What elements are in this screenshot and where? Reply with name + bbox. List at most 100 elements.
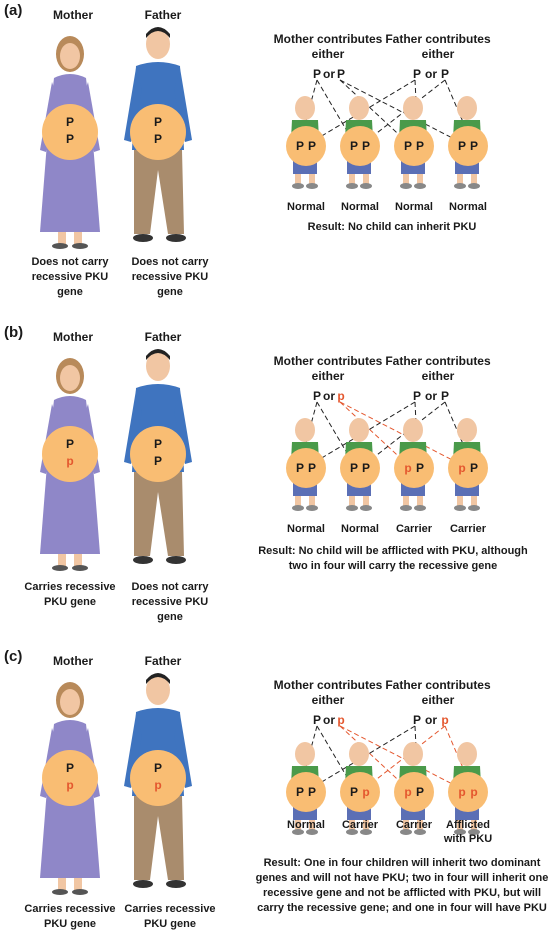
mother-allele-1: P [313, 713, 321, 727]
child-1-gene-1: P [296, 139, 304, 153]
child-2-gene-2: p [362, 785, 369, 799]
father-gene-1: P [154, 115, 162, 129]
mother-gene-circle [42, 104, 98, 160]
mother-description: Carries recessive PKU gene [24, 903, 116, 930]
mother-contributes-label: Mother contributes either [273, 678, 383, 707]
child-4-gene-1: P [458, 139, 466, 153]
mother-allele-or: or [323, 389, 335, 403]
child-2-gene-1: P [350, 139, 358, 153]
result-text: Result: No child will be afflicted with … [258, 545, 528, 572]
mother-contributes-label: Mother contributes either [273, 354, 383, 383]
child-3-gene-2: P [416, 139, 424, 153]
panel-label: (b) [4, 324, 24, 341]
inheritance-lines [299, 79, 473, 144]
panel-label: (c) [4, 648, 23, 665]
father-figure [124, 27, 192, 242]
child-gene-circle-3 [394, 126, 434, 166]
child-gene-circle-4 [448, 772, 488, 812]
child-1-label: Normal [287, 523, 325, 535]
mother-description: Does not carry recessive PKU gene [31, 256, 109, 298]
child-3-label: Normal [395, 201, 433, 213]
father-title: Father [144, 8, 182, 22]
child-gene-circle-3 [394, 772, 434, 812]
mother-allele-or: or [323, 67, 335, 81]
father-gene-1: P [154, 437, 162, 451]
panel-label: (a) [4, 2, 23, 19]
panel-c: (c) Mother Father [0, 646, 559, 940]
child-gene-circle-2 [340, 772, 380, 812]
child-3-gene-1: P [404, 139, 412, 153]
child-gene-circle-4 [448, 448, 488, 488]
child-4-label: Normal [449, 201, 487, 213]
panel-a: (a) Mother Father [0, 0, 559, 310]
child-2-gene-1: P [350, 785, 358, 799]
father-allele-1: P [413, 67, 421, 81]
mother-title: Mother [53, 8, 93, 22]
child-3-gene-2: P [416, 785, 424, 799]
mother-description: Carries recessive PKU gene [24, 581, 116, 608]
father-title: Father [144, 654, 182, 668]
father-gene-1: P [154, 761, 162, 775]
mother-gene-1: P [66, 115, 74, 129]
father-gene-circle [130, 750, 186, 806]
mother-allele-or: or [323, 713, 335, 727]
child-1-gene-2: P [308, 785, 316, 799]
father-gene-2: P [154, 132, 162, 146]
child-3-gene-1: p [404, 461, 411, 475]
father-allele-2: p [441, 713, 448, 727]
mother-allele-2: p [337, 713, 344, 727]
father-allele-1: P [413, 713, 421, 727]
mother-gene-1: P [66, 437, 74, 451]
child-3-label: Carrier [395, 819, 433, 831]
father-gene-2: p [154, 778, 161, 792]
father-title: Father [144, 330, 182, 344]
child-2-gene-2: P [362, 139, 370, 153]
mother-gene-1: P [66, 761, 74, 775]
child-3-gene-2: P [416, 461, 424, 475]
child-2-label: Normal [341, 201, 379, 213]
mother-gene-2: P [66, 132, 74, 146]
child-3-label: Carrier [395, 523, 433, 535]
mother-gene-circle [42, 750, 98, 806]
mother-gene-circle [42, 426, 98, 482]
child-1-gene-1: P [296, 785, 304, 799]
mother-allele-2: P [337, 67, 345, 81]
result-text: Result: One in four children will inheri… [255, 857, 549, 914]
father-allele-2: P [441, 67, 449, 81]
child-gene-circle-1 [286, 772, 326, 812]
father-contributes-label: Father contributes either [385, 678, 491, 707]
child-4-gene-2: p [470, 785, 477, 799]
child-4-gene-2: P [470, 461, 478, 475]
mother-allele-1: P [313, 389, 321, 403]
panel-b: (b) Mother Father [0, 322, 559, 640]
inheritance-lines [299, 725, 473, 790]
child-gene-circle-4 [448, 126, 488, 166]
father-contributes-label: Father contributes either [385, 32, 491, 61]
child-gene-circle-2 [340, 126, 380, 166]
child-3-gene-1: p [404, 785, 411, 799]
child-gene-circle-1 [286, 126, 326, 166]
inheritance-lines [299, 401, 473, 466]
child-4-gene-1: p [458, 785, 465, 799]
child-2-gene-1: P [350, 461, 358, 475]
father-allele-or: or [425, 713, 437, 727]
child-2-gene-2: P [362, 461, 370, 475]
mother-gene-2: p [66, 778, 73, 792]
child-1-label: Normal [287, 201, 325, 213]
child-2-label: Carrier [341, 819, 379, 831]
father-contributes-label: Father contributes either [385, 354, 491, 383]
mother-contributes-label: Mother contributes either [273, 32, 383, 61]
father-description: Does not carry recessive PKU gene [131, 581, 209, 623]
child-1-gene-2: P [308, 461, 316, 475]
father-gene-circle [130, 426, 186, 482]
panel-b-figure: P p P P P P P P p P p P P or p P or P [40, 349, 488, 571]
child-4-label: Carrier [449, 523, 487, 535]
father-allele-2: P [441, 389, 449, 403]
child-4-gene-1: p [458, 461, 465, 475]
mother-allele-2: p [337, 389, 344, 403]
mother-gene-2: p [66, 454, 73, 468]
child-1-gene-1: P [296, 461, 304, 475]
father-description: Carries recessive PKU gene [124, 903, 216, 930]
father-allele-1: P [413, 389, 421, 403]
child-4-label: Afflicted with PKU [443, 819, 493, 845]
